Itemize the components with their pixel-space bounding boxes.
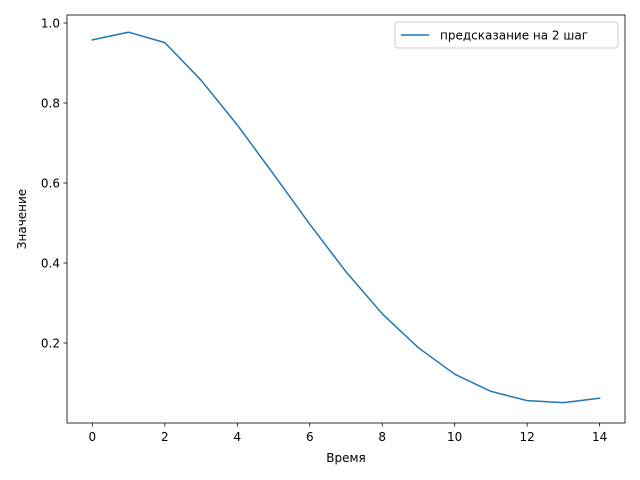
- legend: предсказание на 2 шаг: [394, 21, 619, 49]
- x-tick-label: 6: [306, 430, 314, 444]
- x-axis-label: Время: [326, 451, 366, 465]
- y-tick-label: 0.4: [41, 257, 60, 271]
- x-tick-label: 4: [233, 430, 241, 444]
- x-tick-label: 2: [161, 430, 169, 444]
- series-line-0: [91, 31, 601, 404]
- y-tick-label: 0.8: [41, 97, 60, 111]
- legend-entry-label: предсказание на 2 шаг: [440, 29, 588, 43]
- y-axis-label: Значение: [15, 189, 29, 249]
- x-tick-label: 0: [89, 430, 97, 444]
- plot-frame: [66, 14, 626, 424]
- y-tick-label: 0.2: [41, 337, 60, 351]
- y-tick-label: 0.6: [41, 177, 60, 191]
- ticks-layer: 0 2 4 6 8 10 12 14 0.2 0.4 0.6 0.8 1.0: [41, 17, 607, 445]
- x-tick-label: 12: [520, 430, 535, 444]
- x-tick-label: 8: [378, 430, 386, 444]
- x-tick-label: 14: [592, 430, 607, 444]
- series-layer: [91, 31, 601, 404]
- x-tick-label: 10: [447, 430, 462, 444]
- y-tick-label: 1.0: [41, 17, 60, 31]
- legend-box: [394, 21, 619, 49]
